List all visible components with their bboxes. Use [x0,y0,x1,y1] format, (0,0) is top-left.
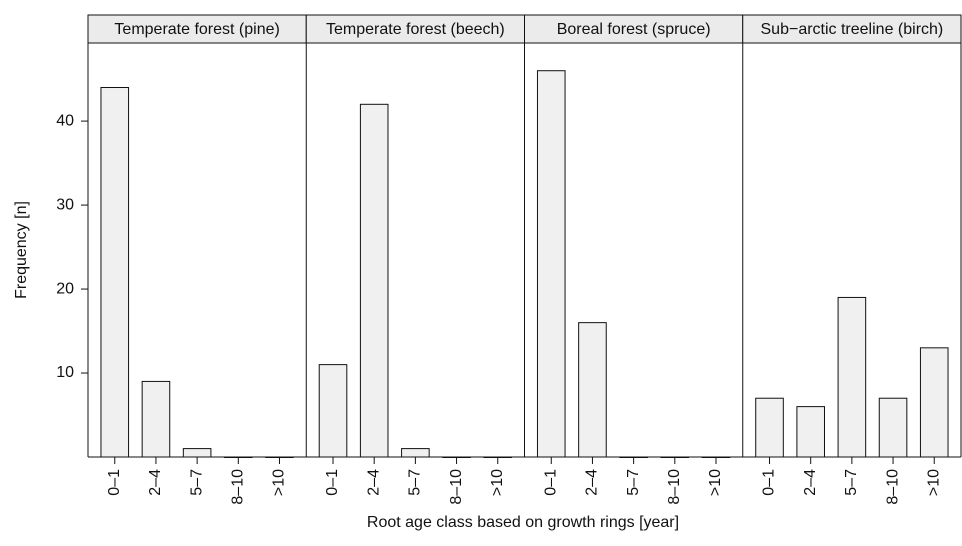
x-tick-label: >10 [489,469,506,496]
bar [318,364,348,458]
x-tick-label: 0–1 [324,469,341,496]
x-axis-label: Root age class based on growth rings [ye… [367,514,679,531]
x-tick-label: 2–4 [147,469,164,496]
bar [837,296,867,458]
x-tick-label: 0–1 [542,469,559,496]
x-tick-label: 2–4 [365,469,382,496]
x-tick-label: >10 [925,469,942,496]
bar [401,448,430,458]
x-tick-label: 2–4 [584,469,601,496]
x-tick-label: 5–7 [625,469,642,496]
y-tick-label: 10 [56,364,74,381]
bar [878,397,908,458]
facet-header [87,14,307,44]
x-tick-label: 8–10 [230,469,247,505]
y-axis-label: Frequency [n] [13,201,30,299]
y-tick-label: 30 [56,196,74,213]
bar [141,380,171,458]
bar [578,322,607,458]
bar [796,406,825,458]
facet-title: Sub−arctic treeline (birch) [761,21,944,38]
y-tick-label: 40 [56,112,74,129]
x-tick-label: >10 [707,469,724,496]
facet-header [742,14,962,44]
bar [755,397,784,458]
y-tick-label: 20 [56,280,74,297]
x-tick-label: 0–1 [761,469,778,496]
x-tick-label: >10 [271,469,288,496]
x-tick-label: 8–10 [448,469,465,505]
bar [182,448,212,458]
x-tick-label: 8–10 [666,469,683,505]
x-tick-label: 8–10 [884,469,901,505]
x-tick-label: 5–7 [188,469,205,496]
bar [359,103,389,458]
bar [536,70,566,458]
facet-title: Boreal forest (spruce) [557,21,711,38]
x-tick-label: 2–4 [802,469,819,496]
bar [919,347,949,458]
x-tick-label: 5–7 [843,469,860,496]
x-tick-label: 5–7 [407,469,424,496]
facet-title: Temperate forest (pine) [114,21,279,38]
facet-title: Temperate forest (beech) [326,21,505,38]
x-tick-label: 0–1 [106,469,123,496]
facet-header [305,14,525,44]
bar [100,87,130,458]
